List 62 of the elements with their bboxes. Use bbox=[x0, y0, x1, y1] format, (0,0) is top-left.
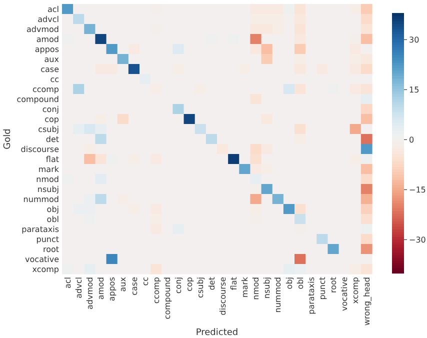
x-tick-label: compound bbox=[162, 277, 172, 320]
y-axis-title: Gold bbox=[3, 128, 13, 150]
x-tick-label: case bbox=[130, 276, 139, 296]
x-tick-label: nsubj bbox=[262, 277, 272, 299]
x-tick-label: cop bbox=[185, 277, 194, 292]
y-tick-label: acl bbox=[47, 4, 59, 14]
y-tick-label: punct bbox=[36, 234, 59, 244]
y-tick-label: flat bbox=[46, 154, 59, 164]
y-tick-label: vocative bbox=[25, 254, 60, 264]
x-axis-title: Predicted bbox=[196, 328, 238, 338]
x-tick-label: wrong_head bbox=[362, 277, 372, 326]
y-tick-label: ccomp bbox=[32, 84, 59, 94]
y-tick-label: nsubj bbox=[37, 184, 59, 194]
y-tick-label: parataxis bbox=[22, 224, 59, 234]
x-tick-label: acl bbox=[63, 277, 72, 289]
x-tick-label: flat bbox=[229, 277, 238, 290]
y-tick-label: csubj bbox=[38, 124, 59, 134]
x-tick-label: aux bbox=[118, 276, 128, 292]
x-tick-label: advcl bbox=[74, 277, 84, 298]
x-tick-label: csubj bbox=[196, 277, 206, 298]
y-tick-label: aux bbox=[44, 54, 60, 64]
x-tick-label: nummod bbox=[274, 277, 283, 313]
y-tick-label: obj bbox=[46, 204, 59, 214]
y-tick-label: advmod bbox=[26, 24, 59, 34]
y-tick-label: discourse bbox=[20, 144, 60, 154]
y-tick-label: appos bbox=[34, 44, 59, 54]
y-tick-label: root bbox=[42, 244, 59, 254]
color-bar-label: 30 bbox=[409, 35, 420, 44]
x-tick-label: discourse bbox=[218, 276, 228, 316]
color-bar-label: 15 bbox=[409, 85, 420, 94]
y-tick-label: mark bbox=[38, 164, 60, 174]
y-tick-label: conj bbox=[42, 104, 59, 114]
y-tick-label: det bbox=[46, 134, 59, 144]
y-tick-label: nmod bbox=[36, 174, 59, 184]
x-tick-label: xcomp bbox=[351, 277, 360, 304]
x-tick-label: punct bbox=[318, 277, 327, 300]
x-tick-label: amod bbox=[96, 277, 106, 300]
x-tick-label: det bbox=[207, 277, 216, 290]
x-tick-label: appos bbox=[108, 277, 117, 302]
x-tick-label: root bbox=[329, 277, 338, 294]
x-tick-label: advmod bbox=[85, 277, 94, 310]
y-tick-label: cop bbox=[44, 114, 59, 124]
y-tick-label: case bbox=[40, 64, 60, 74]
y-tick-label: amod bbox=[36, 34, 59, 44]
x-tick-label: parataxis bbox=[306, 277, 316, 314]
y-tick-label: compound bbox=[16, 94, 59, 104]
x-tick-label: ccomp bbox=[152, 277, 161, 304]
y-tick-label: xcomp bbox=[32, 264, 59, 274]
x-tick-label: obj bbox=[284, 277, 294, 290]
y-tick-label: cc bbox=[50, 74, 59, 84]
color-bar-label: −30 bbox=[409, 235, 426, 244]
x-tick-label: conj bbox=[174, 277, 184, 294]
y-tick-label: obl bbox=[46, 214, 59, 224]
x-tick-label: vocative bbox=[340, 276, 350, 311]
color-bar-label: 0 bbox=[409, 135, 414, 144]
x-tick-label: cc bbox=[140, 277, 150, 286]
x-tick-label: nmod bbox=[252, 277, 261, 300]
x-tick-label: obl bbox=[296, 277, 305, 290]
y-tick-label: nummod bbox=[23, 194, 59, 204]
x-tick-label: mark bbox=[240, 276, 250, 298]
color-bar-label: −15 bbox=[409, 185, 426, 194]
y-tick-label: advcl bbox=[38, 14, 59, 24]
